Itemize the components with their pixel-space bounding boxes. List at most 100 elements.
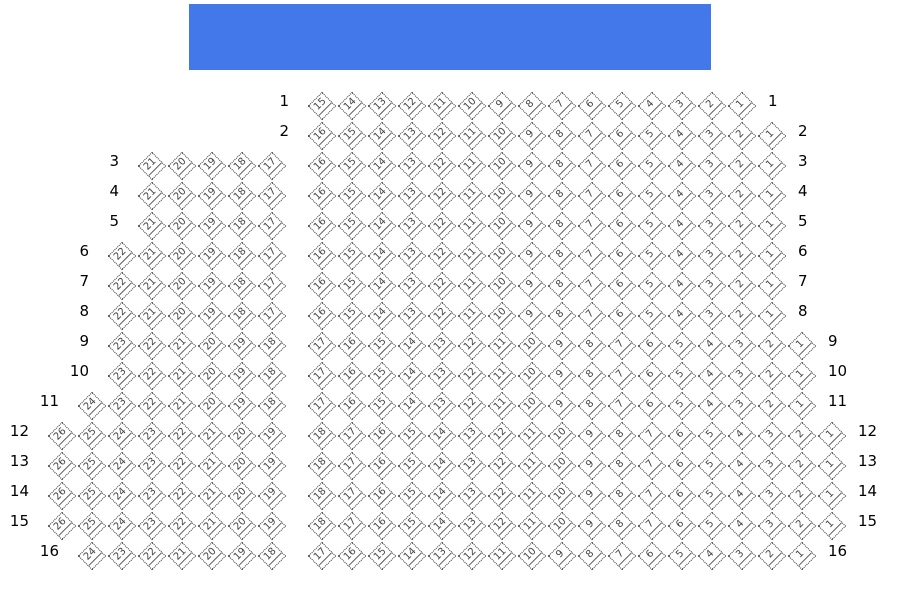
seat[interactable]: 19 (227, 361, 257, 391)
seat[interactable]: 9 (517, 241, 547, 271)
seat[interactable]: 1 (757, 271, 787, 301)
seat[interactable]: 8 (577, 361, 607, 391)
seat[interactable]: 5 (667, 361, 697, 391)
seat[interactable]: 3 (727, 331, 757, 361)
seat[interactable]: 3 (667, 91, 697, 121)
seat[interactable]: 7 (607, 391, 637, 421)
seat[interactable]: 8 (577, 391, 607, 421)
seat[interactable]: 17 (307, 541, 337, 571)
seat[interactable]: 11 (487, 391, 517, 421)
seat[interactable]: 1 (757, 241, 787, 271)
seat[interactable]: 17 (257, 301, 287, 331)
seat[interactable]: 25 (77, 451, 107, 481)
seat[interactable]: 16 (307, 301, 337, 331)
seat[interactable]: 14 (427, 451, 457, 481)
seat[interactable]: 1 (757, 121, 787, 151)
seat[interactable]: 14 (397, 541, 427, 571)
seat[interactable]: 2 (757, 391, 787, 421)
seat[interactable]: 9 (577, 511, 607, 541)
seat[interactable]: 25 (77, 511, 107, 541)
seat[interactable]: 2 (697, 91, 727, 121)
seat[interactable]: 18 (257, 541, 287, 571)
seat[interactable]: 7 (637, 511, 667, 541)
seat[interactable]: 1 (817, 481, 847, 511)
seat[interactable]: 20 (227, 421, 257, 451)
seat[interactable]: 7 (607, 361, 637, 391)
seat[interactable]: 8 (607, 511, 637, 541)
seat[interactable]: 15 (337, 121, 367, 151)
seat[interactable]: 4 (667, 121, 697, 151)
seat[interactable]: 16 (367, 481, 397, 511)
seat[interactable]: 5 (637, 271, 667, 301)
seat[interactable]: 8 (547, 301, 577, 331)
seat[interactable]: 10 (547, 421, 577, 451)
seat[interactable]: 7 (577, 271, 607, 301)
seat[interactable]: 23 (137, 511, 167, 541)
seat[interactable]: 14 (367, 151, 397, 181)
seat[interactable]: 19 (197, 211, 227, 241)
seat[interactable]: 16 (337, 331, 367, 361)
seat[interactable]: 11 (457, 241, 487, 271)
seat[interactable]: 9 (517, 151, 547, 181)
seat[interactable]: 19 (197, 151, 227, 181)
seat[interactable]: 21 (137, 241, 167, 271)
seat[interactable]: 15 (337, 151, 367, 181)
seat[interactable]: 1 (817, 511, 847, 541)
seat[interactable]: 12 (427, 271, 457, 301)
seat[interactable]: 15 (337, 211, 367, 241)
seat[interactable]: 15 (337, 301, 367, 331)
seat[interactable]: 11 (517, 421, 547, 451)
seat[interactable]: 24 (77, 391, 107, 421)
seat[interactable]: 8 (607, 451, 637, 481)
seat[interactable]: 1 (787, 541, 817, 571)
seat[interactable]: 11 (457, 121, 487, 151)
seat[interactable]: 7 (637, 481, 667, 511)
seat[interactable]: 2 (727, 211, 757, 241)
seat[interactable]: 6 (577, 91, 607, 121)
seat[interactable]: 10 (487, 211, 517, 241)
seat[interactable]: 5 (637, 121, 667, 151)
seat[interactable]: 12 (457, 361, 487, 391)
seat[interactable]: 19 (197, 301, 227, 331)
seat[interactable]: 16 (307, 151, 337, 181)
seat[interactable]: 15 (367, 331, 397, 361)
seat[interactable]: 13 (397, 301, 427, 331)
seat[interactable]: 10 (487, 271, 517, 301)
seat[interactable]: 15 (397, 421, 427, 451)
seat[interactable]: 6 (607, 181, 637, 211)
seat[interactable]: 13 (397, 151, 427, 181)
seat[interactable]: 17 (337, 421, 367, 451)
seat[interactable]: 10 (487, 301, 517, 331)
seat[interactable]: 2 (727, 241, 757, 271)
seat[interactable]: 9 (547, 331, 577, 361)
seat[interactable]: 23 (107, 361, 137, 391)
seat[interactable]: 12 (427, 181, 457, 211)
seat[interactable]: 20 (227, 451, 257, 481)
seat[interactable]: 6 (637, 331, 667, 361)
seat[interactable]: 24 (77, 541, 107, 571)
seat[interactable]: 4 (667, 301, 697, 331)
seat[interactable]: 19 (227, 331, 257, 361)
seat[interactable]: 19 (197, 241, 227, 271)
seat[interactable]: 13 (397, 271, 427, 301)
seat[interactable]: 8 (517, 91, 547, 121)
seat[interactable]: 1 (787, 361, 817, 391)
seat[interactable]: 10 (487, 241, 517, 271)
seat[interactable]: 11 (517, 451, 547, 481)
seat[interactable]: 16 (367, 511, 397, 541)
seat[interactable]: 8 (547, 271, 577, 301)
seat[interactable]: 10 (517, 391, 547, 421)
seat[interactable]: 16 (367, 421, 397, 451)
seat[interactable]: 19 (257, 421, 287, 451)
seat[interactable]: 6 (607, 301, 637, 331)
seat[interactable]: 5 (637, 181, 667, 211)
seat[interactable]: 20 (167, 181, 197, 211)
seat[interactable]: 7 (577, 121, 607, 151)
seat[interactable]: 8 (547, 181, 577, 211)
seat[interactable]: 7 (607, 541, 637, 571)
seat[interactable]: 10 (517, 361, 547, 391)
seat[interactable]: 20 (197, 391, 227, 421)
seat[interactable]: 11 (487, 541, 517, 571)
seat[interactable]: 5 (697, 421, 727, 451)
seat[interactable]: 6 (667, 421, 697, 451)
